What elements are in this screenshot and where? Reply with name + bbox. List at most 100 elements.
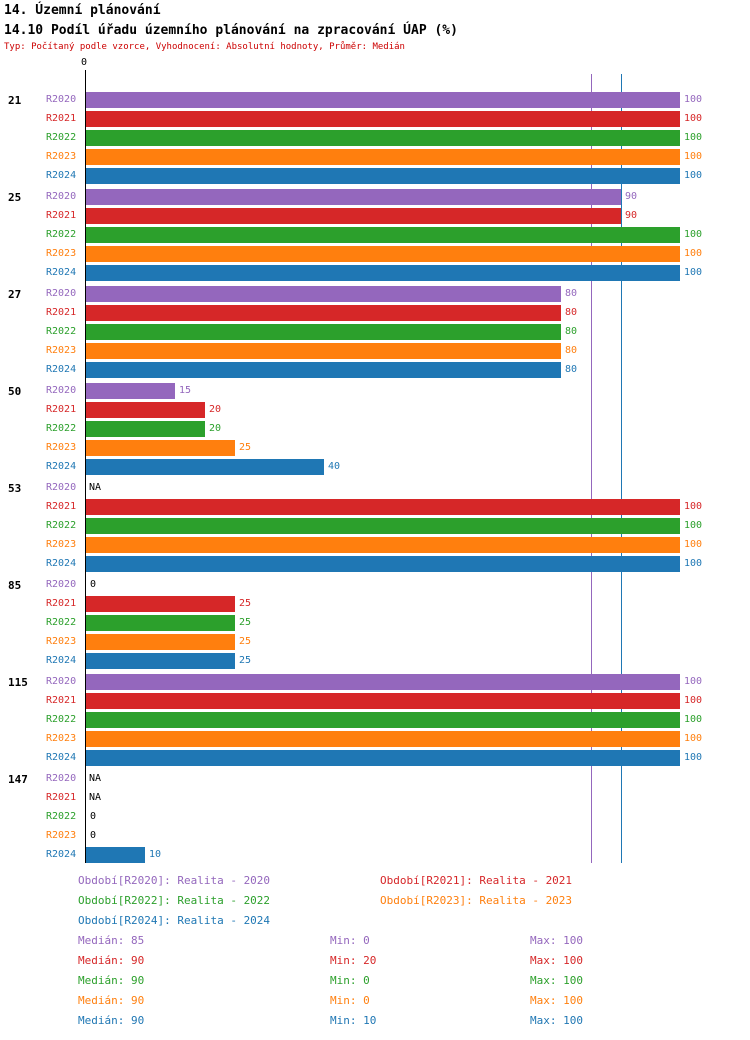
bar-value-label: 0 <box>90 811 97 822</box>
bar-value-label: 25 <box>239 442 252 453</box>
legend-entry: Období[R2024]: Realita - 2024 <box>78 914 271 927</box>
bar <box>86 634 235 650</box>
stat-max: Max: 100 <box>530 954 583 967</box>
bar-value-label: 40 <box>328 461 341 472</box>
bar-value-label: 100 <box>684 714 703 725</box>
bar-row-label: R2024 <box>46 558 77 569</box>
page-title: 14. Územní plánování <box>4 3 161 18</box>
group-label: 147 <box>8 773 28 786</box>
bar <box>86 246 680 262</box>
chart-subtitle: 14.10 Podíl úřadu územního plánování na … <box>4 23 458 38</box>
bar-value-label: 100 <box>684 558 703 569</box>
group-label: 27 <box>8 288 22 301</box>
bar-value-label: 100 <box>684 501 703 512</box>
legend-entry: Období[R2020]: Realita - 2020 <box>78 874 271 887</box>
bar-row-label: R2024 <box>46 267 77 278</box>
bar <box>86 111 680 127</box>
bar <box>86 459 324 475</box>
bar <box>86 421 205 437</box>
bar-row-label: R2021 <box>46 695 77 706</box>
bar-value-label: 100 <box>684 248 703 259</box>
bar <box>86 189 621 205</box>
bar <box>86 324 561 340</box>
bar-value-label: 100 <box>684 539 703 550</box>
group-label: 53 <box>8 482 22 495</box>
bar-row-label: R2021 <box>46 210 77 221</box>
y-axis-line <box>85 70 86 863</box>
stat-min: Min: 20 <box>330 954 377 967</box>
bar-row-label: R2022 <box>46 714 77 725</box>
bar-value-label: 100 <box>684 676 703 687</box>
bar-row-label: R2021 <box>46 501 77 512</box>
bar-value-label: 0 <box>90 579 97 590</box>
bar-row-label: R2020 <box>46 94 77 105</box>
bar-value-label: 20 <box>209 423 222 434</box>
bar-value-label: 80 <box>565 326 578 337</box>
bar <box>86 731 680 747</box>
bar-value-label: NA <box>89 773 102 784</box>
bar-value-label: 100 <box>684 695 703 706</box>
bar <box>86 208 621 224</box>
group-label: 85 <box>8 579 22 592</box>
bar <box>86 750 680 766</box>
bar <box>86 537 680 553</box>
bar-row-label: R2023 <box>46 151 77 162</box>
bar-row-label: R2023 <box>46 248 77 259</box>
bar-row-label: R2023 <box>46 733 77 744</box>
bar-row-label: R2024 <box>46 170 77 181</box>
bar-row-label: R2022 <box>46 229 77 240</box>
group-label: 25 <box>8 191 22 204</box>
bar-value-label: 80 <box>565 345 578 356</box>
group-label: 115 <box>8 676 28 689</box>
bar-value-label: 80 <box>565 364 578 375</box>
bar <box>86 286 561 302</box>
stat-min: Min: 0 <box>330 974 370 987</box>
bar <box>86 693 680 709</box>
bar-value-label: 100 <box>684 229 703 240</box>
bar-row-label: R2022 <box>46 132 77 143</box>
bar-value-label: 10 <box>149 849 162 860</box>
bar <box>86 402 205 418</box>
legend-entry: Období[R2021]: Realita - 2021 <box>380 874 573 887</box>
bar-row-label: R2020 <box>46 288 77 299</box>
bar-value-label: 90 <box>625 191 638 202</box>
bar-value-label: 0 <box>90 830 97 841</box>
stat-median: Medián: 90 <box>78 974 145 987</box>
stat-max: Max: 100 <box>530 1014 583 1027</box>
bar-value-label: 80 <box>565 288 578 299</box>
bar <box>86 596 235 612</box>
bar-row-label: R2022 <box>46 520 77 531</box>
bar-value-label: 90 <box>625 210 638 221</box>
bar <box>86 556 680 572</box>
bar <box>86 265 680 281</box>
stat-min: Min: 10 <box>330 1014 377 1027</box>
bar-row-label: R2020 <box>46 191 77 202</box>
stat-median: Medián: 90 <box>78 1014 145 1027</box>
bar <box>86 653 235 669</box>
bar <box>86 615 235 631</box>
stat-max: Max: 100 <box>530 934 583 947</box>
bar-row-label: R2022 <box>46 617 77 628</box>
bar-row-label: R2021 <box>46 404 77 415</box>
bar-value-label: NA <box>89 482 102 493</box>
bar-value-label: 25 <box>239 598 252 609</box>
bar <box>86 362 561 378</box>
bar-row-label: R2024 <box>46 655 77 666</box>
bar <box>86 712 680 728</box>
stat-median: Medián: 90 <box>78 994 145 1007</box>
stat-min: Min: 0 <box>330 934 370 947</box>
bar-row-label: R2023 <box>46 539 77 550</box>
bar-row-label: R2023 <box>46 442 77 453</box>
bar-value-label: 100 <box>684 151 703 162</box>
stat-max: Max: 100 <box>530 994 583 1007</box>
bar-row-label: R2021 <box>46 307 77 318</box>
bar-value-label: 100 <box>684 520 703 531</box>
bar-value-label: 100 <box>684 733 703 744</box>
stat-min: Min: 0 <box>330 994 370 1007</box>
bar-row-label: R2020 <box>46 676 77 687</box>
bar-row-label: R2022 <box>46 811 77 822</box>
group-label: 50 <box>8 385 22 398</box>
bar-value-label: 80 <box>565 307 578 318</box>
